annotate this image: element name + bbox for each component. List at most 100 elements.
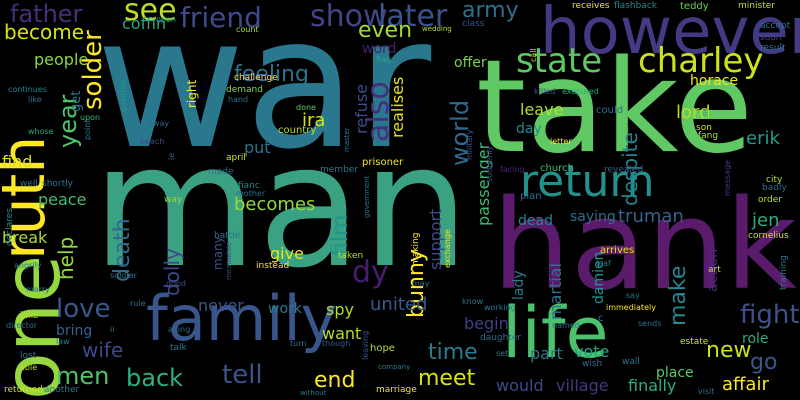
word-lady: lady: [511, 270, 527, 300]
word-love: love: [56, 294, 111, 324]
word-taken: taken: [338, 251, 364, 261]
word-daughter: daughter: [480, 333, 522, 343]
word-away: away: [148, 119, 170, 128]
word-would: would: [496, 376, 544, 395]
word-director: director: [6, 321, 38, 330]
word-see: see: [124, 0, 177, 28]
word-named: named: [552, 321, 580, 330]
word-realises: realises: [388, 76, 407, 138]
word-badly: badly: [762, 183, 787, 193]
word-class: class: [462, 19, 485, 29]
word-immediately: immediately: [606, 303, 656, 312]
word-becomes: becomes: [234, 194, 316, 215]
word-without: without: [300, 389, 327, 397]
word-count: count: [236, 25, 259, 34]
word-support: support: [426, 208, 445, 270]
word-way: way: [164, 195, 183, 205]
word-son: son: [696, 123, 712, 133]
word-result: result: [760, 43, 786, 53]
word-flashback: flashback: [614, 1, 657, 11]
word-marry: marry: [26, 285, 50, 294]
word-april: april: [226, 153, 246, 163]
word-peace: peace: [38, 190, 87, 209]
word-coffin: coffin: [122, 14, 167, 33]
word-give: give: [270, 244, 304, 263]
word-master: master: [343, 127, 351, 152]
word-training: training: [779, 255, 789, 290]
word-however: however: [540, 0, 800, 69]
word-battle: battle: [214, 231, 241, 241]
word-feeling: feeling: [234, 62, 309, 87]
word-well: well: [20, 179, 38, 189]
word-receives: receives: [572, 1, 610, 11]
word-jake: jake: [20, 311, 39, 321]
word-meanwhile: meanwhile: [225, 241, 233, 280]
word-life: life: [502, 292, 609, 374]
word-fianc: fianc: [238, 181, 260, 191]
word-member: member: [320, 165, 359, 175]
word-family: family: [146, 282, 338, 355]
word-though: though: [322, 339, 351, 348]
word-affair: affair: [722, 374, 769, 395]
word-returned: returned: [4, 385, 43, 395]
word-demand: demand: [226, 85, 263, 95]
word-set: set: [496, 349, 509, 358]
word-never: never: [198, 296, 244, 315]
word-city: city: [766, 175, 783, 185]
word-hand: hand: [228, 95, 249, 104]
word-declares: declares: [5, 208, 15, 246]
word-church: church: [540, 163, 574, 174]
word-charley: charley: [638, 41, 764, 81]
word-word: word: [362, 41, 397, 57]
word-arrives: arrives: [600, 245, 635, 256]
word-revealed: revealed: [604, 165, 644, 175]
word-flag: flag: [376, 55, 392, 64]
word-continues: continues: [8, 85, 47, 94]
word-may: may: [412, 279, 430, 288]
word-wish: wish: [582, 359, 603, 369]
word-company: company: [378, 363, 411, 371]
word-end: end: [314, 368, 356, 393]
word-suddenly: suddenly: [485, 145, 494, 182]
word-working: working: [484, 303, 516, 312]
word-art: art: [708, 265, 721, 275]
word-point: point: [83, 119, 92, 140]
word-ira: ira: [302, 110, 326, 131]
word-estate: estate: [680, 337, 709, 347]
word-find: find: [2, 152, 33, 171]
word-father: father: [10, 0, 83, 28]
word-country: country: [278, 125, 317, 136]
word-ie: ie: [167, 152, 176, 160]
word-minister: minister: [738, 1, 775, 11]
word-united: united: [370, 294, 428, 315]
word-good: good: [166, 279, 186, 288]
word-challenge: challenge: [234, 73, 278, 83]
word-go: go: [750, 350, 778, 375]
word-upon: upon: [80, 113, 101, 122]
word-leaf: leaf: [596, 259, 611, 268]
word-friend: friend: [180, 1, 262, 34]
word-fang: fang: [698, 131, 719, 141]
word-say: say: [626, 291, 640, 300]
word-cornelius: cornelius: [748, 231, 789, 241]
word-begin: begin: [464, 314, 509, 333]
word-wedding: wedding: [422, 25, 452, 33]
word-leaving: leaving: [361, 330, 370, 360]
word-part: part: [530, 344, 563, 363]
word-letter: letter: [550, 137, 572, 146]
word-help: help: [54, 236, 78, 280]
word-make: make: [666, 265, 691, 326]
word-c: c: [598, 313, 604, 324]
word-military: military: [465, 129, 474, 160]
word-bring: bring: [56, 323, 93, 339]
word-tell: tell: [222, 360, 263, 390]
word-new: new: [706, 338, 752, 363]
word-army: army: [462, 0, 519, 23]
word-wife: wife: [82, 338, 124, 362]
word-facing: facing: [500, 165, 525, 174]
word-executed: executed: [562, 87, 599, 96]
word-spy: spy: [326, 300, 354, 319]
word-work: work: [268, 301, 302, 317]
word-whose: whose: [28, 127, 54, 136]
word-time: time: [428, 340, 478, 365]
